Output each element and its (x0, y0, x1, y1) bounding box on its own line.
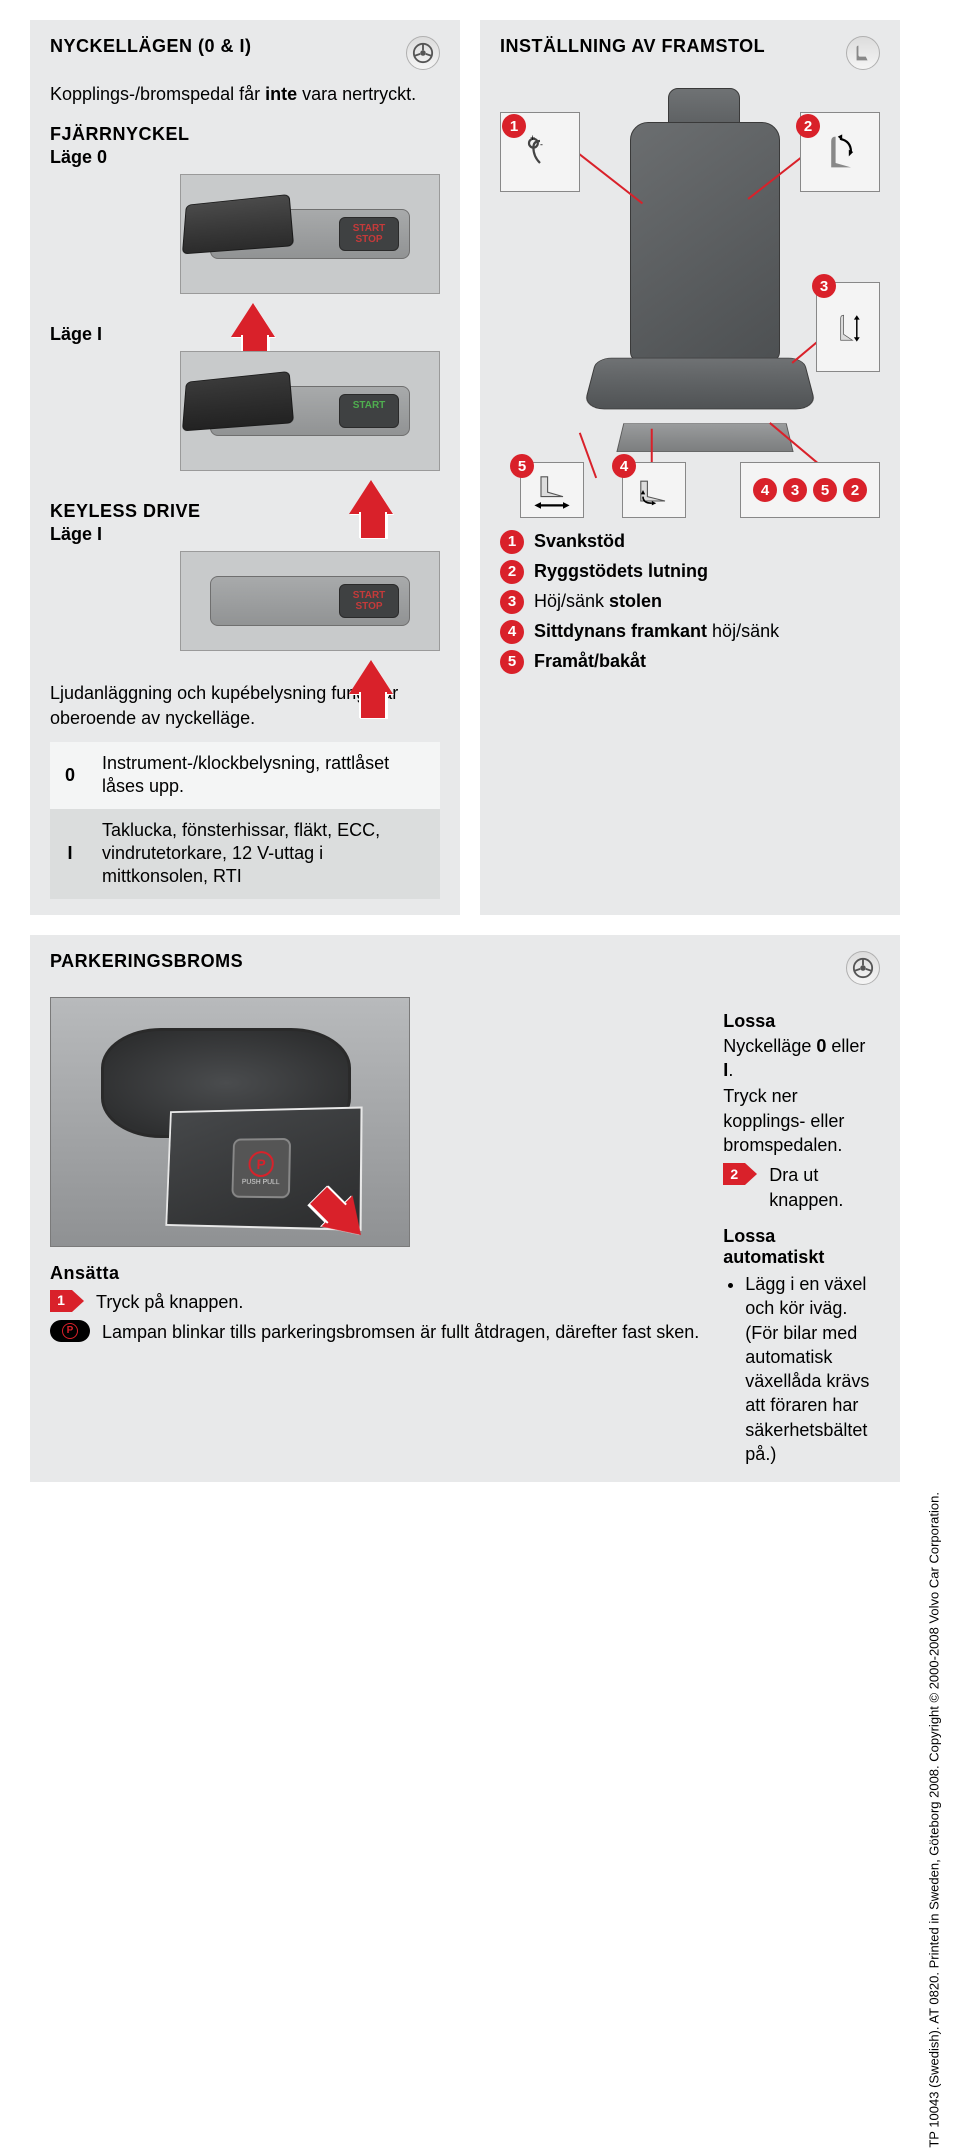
mode-desc: Instrument-/klockbelysning, rattlåset lå… (90, 742, 440, 809)
callout-number: 5 (813, 478, 837, 502)
step-arrow-icon: 1 (50, 1290, 84, 1312)
legend-item: 4 Sittdynans framkant höj/sänk (500, 620, 880, 644)
apply-step-text: Tryck på knappen. (96, 1290, 243, 1314)
legend-text: Höj/sänk stolen (534, 590, 662, 613)
start-stop-button: STARTSTOP (339, 584, 399, 618)
push-pull-label: PUSH PULL (242, 1178, 280, 1185)
callout-side-controls: 4 3 5 2 (740, 462, 880, 518)
panel-parking-brake: PARKERINGSBROMS P PUSH PULL (30, 935, 900, 1482)
callout-number: 2 (796, 114, 820, 138)
release-step-text: Dra ut knappen. (769, 1163, 880, 1212)
callout-number: 5 (510, 454, 534, 478)
legend-text: Svankstöd (534, 531, 625, 551)
mode-table: 0 Instrument-/klockbelysning, rattlåset … (50, 742, 440, 899)
legend-text: Framåt/bakåt (534, 651, 646, 671)
remote-key-title: FJÄRRNYCKEL (50, 124, 440, 145)
callout-number: 4 (612, 454, 636, 478)
callout-number: 4 (753, 478, 777, 502)
legend-item: 2 Ryggstödets lutning (500, 560, 880, 584)
intro-text: Kopplings-/bromspedal får inte vara nert… (50, 82, 440, 106)
svg-text:+: + (530, 133, 535, 143)
step-number: 1 (50, 1290, 72, 1312)
illus-mode0: STARTSTOP (180, 174, 440, 294)
seat-base (616, 423, 793, 452)
seat-icon (846, 36, 880, 70)
seat-backrest (630, 122, 780, 362)
callout-number: 1 (502, 114, 526, 138)
key-slot: STARTSTOP (210, 576, 410, 626)
lamp-text: Lampan blinkar tills parkeringsbromsen ä… (102, 1320, 699, 1344)
auto-release-bullet: Lägg i en växel och kör iväg. (För bilar… (745, 1272, 880, 1466)
illus-keyless: STARTSTOP (180, 551, 440, 651)
arrow-icon (321, 1195, 376, 1247)
seat-legend: 1 Svankstöd 2 Ryggstödets lutning 3 Höj/… (500, 530, 880, 674)
p-symbol: P (248, 1150, 274, 1176)
parking-indicator-icon: P (50, 1320, 90, 1342)
start-stop-button: STARTSTOP (339, 217, 399, 251)
footer-copyright: TP 10043 (Swedish). AT 0820. Printed in … (927, 1492, 942, 2148)
legend-number: 3 (500, 590, 524, 614)
step-number: 2 (723, 1163, 745, 1185)
panel-header: NYCKELLÄGEN (0 & I) (50, 36, 440, 70)
panel-header: PARKERINGSBROMS (50, 951, 880, 985)
panel-title: PARKERINGSBROMS (50, 951, 243, 972)
steering-wheel-icon (406, 36, 440, 70)
legend-number: 4 (500, 620, 524, 644)
arrow-icon (231, 303, 275, 337)
steering-wheel-icon (846, 951, 880, 985)
table-row: 0 Instrument-/klockbelysning, rattlåset … (50, 742, 440, 809)
panel-key-positions: NYCKELLÄGEN (0 & I) Kopplings-/bromspeda… (30, 20, 460, 915)
arrow-icon (349, 480, 393, 514)
intro-post: vara nertryckt. (297, 84, 416, 104)
callout-number: 2 (843, 478, 867, 502)
release-line1: Nyckelläge 0 eller I. (723, 1034, 880, 1083)
lamp-note: P Lampan blinkar tills parkeringsbromsen… (50, 1320, 699, 1344)
callout-number: 3 (783, 478, 807, 502)
panel-header: INSTÄLLNING AV FRAMSTOL (500, 36, 880, 70)
parking-button: P PUSH PULL (231, 1138, 291, 1198)
seat-cushion (583, 358, 817, 410)
auto-release-list: Lägg i en växel och kör iväg. (För bilar… (723, 1272, 880, 1466)
legend-number: 2 (500, 560, 524, 584)
panel-title: NYCKELLÄGEN (0 & I) (50, 36, 252, 57)
legend-text: Ryggstödets lutning (534, 561, 708, 581)
table-row: I Taklucka, fönsterhissar, fläkt, ECC, v… (50, 809, 440, 899)
panel-title: INSTÄLLNING AV FRAMSTOL (500, 36, 765, 57)
legend-number: 1 (500, 530, 524, 554)
svg-text:-: - (540, 140, 543, 150)
key-slot: START (210, 386, 410, 436)
intro-bold: inte (265, 84, 297, 104)
key-fob (182, 371, 294, 431)
mode-key: 0 (50, 742, 90, 809)
release-column: Lossa Nyckelläge 0 eller I. Tryck ner ko… (723, 997, 880, 1466)
start-stop-button: START (339, 394, 399, 428)
legend-number: 5 (500, 650, 524, 674)
key-slot: STARTSTOP (210, 209, 410, 259)
intro-pre: Kopplings-/bromspedal får (50, 84, 265, 104)
mode0-label: Läge 0 (50, 147, 440, 168)
release-step: 2 Dra ut knappen. (723, 1163, 880, 1212)
release-line2: Tryck ner kopplings- eller bromspedalen. (723, 1084, 880, 1157)
legend-item: 3 Höj/sänk stolen (500, 590, 880, 614)
illus-mode1: START (180, 351, 440, 471)
legend-item: 5 Framåt/bakåt (500, 650, 880, 674)
legend-item: 1 Svankstöd (500, 530, 880, 554)
panel-seat-adjust: INSTÄLLNING AV FRAMSTOL +- 1 (480, 20, 900, 915)
callout-number: 3 (812, 274, 836, 298)
release-title: Lossa (723, 1011, 880, 1032)
apply-title: Ansätta (50, 1263, 699, 1284)
arrow-icon (349, 660, 393, 694)
seat-illustration: +- 1 2 3 4 5 4 3 5 2 (500, 82, 880, 522)
key-fob (182, 194, 294, 254)
auto-release-title: Lossa automatiskt (723, 1226, 880, 1268)
parking-brake-illustration: P PUSH PULL (50, 997, 410, 1247)
step-arrow-icon: 2 (723, 1163, 757, 1185)
legend-text: Sittdynans framkant höj/sänk (534, 620, 779, 643)
apply-step: 1 Tryck på knappen. (50, 1290, 699, 1314)
mode-key: I (50, 809, 90, 899)
mode-desc: Taklucka, fönsterhissar, fläkt, ECC, vin… (90, 809, 440, 899)
seat-graphic (570, 92, 830, 492)
